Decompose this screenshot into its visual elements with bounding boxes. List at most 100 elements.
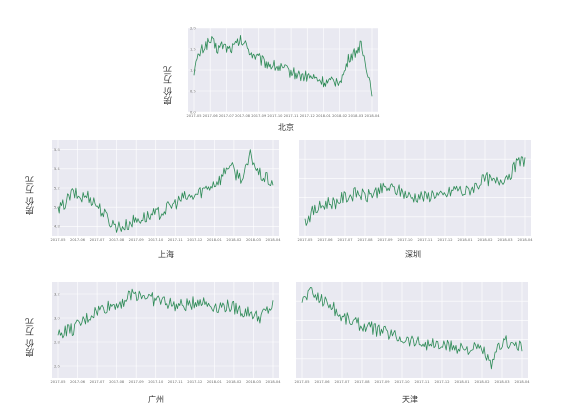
x-tick-label: 2017-07: [90, 238, 105, 242]
x-axis-label: 深圳: [405, 250, 421, 259]
x-tick-label: 2017-06: [70, 238, 86, 242]
y-tick-label: 0.5: [190, 89, 196, 93]
x-tick-label: 2017-11: [168, 238, 183, 242]
x-tick-label: 2018-02: [474, 380, 489, 384]
x-tick-label: 2017-10: [394, 380, 410, 384]
x-tick-label: 2017-10: [267, 114, 283, 118]
x-tick-label: 2017-08: [109, 380, 125, 384]
x-tick-label: 2017-08: [109, 238, 125, 242]
x-tick-label: 2017-12: [187, 380, 202, 384]
x-tick-label: 2018-02: [477, 238, 492, 242]
chart-svg-shenzhen: 2017-05 2017-06 2017-07 2017-08 2017-09 2017-…: [297, 140, 533, 242]
x-tick-label: 2017-09: [374, 380, 390, 384]
x-tick-label: 2017-05: [297, 238, 312, 242]
x-tick-label: 2018-01: [457, 238, 472, 242]
x-tick-label: 2018-02: [226, 380, 241, 384]
chart-panel-tianjin: 2017-05 2017-06 2017-07 2017-08 2017-09 2017-…: [292, 280, 532, 405]
x-tick-label: 2017-06: [317, 238, 333, 242]
chart-panel-guangzhou: 2.6 2.8 3.0 3.2 2017-05 2017-06 2017-07 2017-08…: [26, 280, 283, 405]
x-tick-label: 2017-11: [414, 380, 429, 384]
x-axis-label: 天津: [402, 395, 418, 404]
x-tick-label: 2018-04: [364, 114, 380, 118]
y-tick-label: 4.8: [54, 225, 60, 229]
x-tick-label: 2017-06: [70, 380, 86, 384]
x-tick-label: 2017-12: [187, 238, 202, 242]
x-tick-label: 2018-01: [454, 380, 469, 384]
x-tick-label: 2018-03: [494, 380, 509, 384]
x-tick-label: 2017-07: [334, 380, 349, 384]
x-tick-label: 2018-02: [226, 238, 241, 242]
x-tick-label: 2017-10: [397, 238, 413, 242]
x-tick-label: 2017-06: [203, 114, 219, 118]
y-tick-label: 3.2: [54, 292, 60, 296]
chart-svg-guangzhou: 2.6 2.8 3.0 3.2 2017-05 2017-06 2017-07 2017-08…: [50, 282, 281, 384]
x-tick-label: 2017-11: [417, 238, 432, 242]
y-tick-label: 3.0: [54, 316, 60, 320]
y-axis-label: 房价 万元: [164, 66, 174, 105]
plot-area: [299, 140, 531, 236]
x-tick-label: 2017-06: [314, 380, 330, 384]
x-tick-label: 2017-05: [186, 114, 201, 118]
y-tick-label: 2.0: [190, 26, 196, 30]
x-tick-label: 2017-05: [50, 380, 65, 384]
y-tick-label: 5.6: [54, 148, 60, 152]
x-tick-label: 2018-03: [497, 238, 512, 242]
x-tick-label: 2017-05: [50, 238, 65, 242]
x-tick-label: 2017-12: [300, 114, 315, 118]
x-axis-label: 广州: [148, 395, 164, 404]
x-tick-label: 2018-01: [316, 114, 331, 118]
plot-area: [52, 282, 279, 378]
x-tick-label: 2017-09: [377, 238, 393, 242]
x-tick-label: 2017-07: [337, 238, 352, 242]
x-tick-label: 2018-03: [246, 238, 261, 242]
x-tick-label: 2018-04: [265, 380, 281, 384]
chart-svg-shanghai: 4.8 5.0 5.2 5.4 5.6 2017-05 2017-06 2017-07 2017…: [50, 140, 281, 242]
x-tick-label: 2018-01: [207, 238, 222, 242]
chart-svg-tianjin: 2017-05 2017-06 2017-07 2017-08 2017-09 2017-…: [294, 282, 530, 384]
x-axis-label: 北京: [278, 123, 294, 132]
y-tick-label: 5.0: [54, 206, 60, 210]
series-line: [304, 156, 526, 226]
series-line: [57, 288, 274, 339]
y-axis-label: 房价 万元: [26, 176, 36, 215]
x-tick-label: 2017-09: [129, 380, 145, 384]
x-tick-label: 2017-08: [357, 238, 373, 242]
x-tick-label: 2017-12: [434, 380, 449, 384]
x-tick-label: 2017-10: [148, 380, 164, 384]
y-tick-label: 2.8: [54, 340, 60, 344]
x-tick-label: 2017-10: [148, 238, 164, 242]
y-tick-label: 1.0: [190, 68, 196, 72]
x-tick-label: 2018-04: [265, 238, 281, 242]
x-tick-label: 2018-04: [514, 380, 530, 384]
x-tick-label: 2018-01: [207, 380, 222, 384]
chart-panel-shenzhen: 2017-05 2017-06 2017-07 2017-08 2017-09 2017-…: [295, 138, 535, 259]
x-tick-label: 2017-08: [354, 380, 370, 384]
x-tick-label: 2018-03: [348, 114, 363, 118]
chart-panel-shanghai: 4.8 5.0 5.2 5.4 5.6 2017-05 2017-06 2017-07 2017…: [26, 138, 283, 259]
series-line: [301, 287, 523, 370]
y-tick-label: 5.4: [54, 167, 60, 171]
x-tick-label: 2018-03: [246, 380, 261, 384]
series-line: [193, 34, 373, 97]
y-tick-label: 0.0: [190, 110, 196, 114]
x-tick-label: 2017-12: [437, 238, 452, 242]
x-tick-label: 2017-11: [284, 114, 299, 118]
x-tick-label: 2018-02: [332, 114, 347, 118]
y-tick-label: 5.2: [54, 186, 60, 190]
x-tick-label: 2017-05: [294, 380, 309, 384]
x-tick-label: 2018-04: [517, 238, 533, 242]
x-tick-label: 2017-11: [168, 380, 183, 384]
x-tick-label: 2017-07: [219, 114, 234, 118]
x-tick-label: 2017-09: [129, 238, 145, 242]
y-tick-label: 2.6: [54, 364, 60, 368]
series-line: [57, 149, 274, 233]
x-tick-label: 2017-09: [251, 114, 267, 118]
x-tick-label: 2017-08: [235, 114, 251, 118]
y-tick-label: 1.5: [190, 47, 196, 51]
y-axis-label: 房价 万元: [26, 318, 36, 357]
plot-area: [296, 282, 528, 378]
x-axis-label: 上海: [158, 250, 174, 259]
x-tick-label: 2017-07: [90, 380, 105, 384]
chart-panel-beijing: 0.0 0.5 1.0 1.5 2.0 2017-05 2017-06 2017-07 2017…: [164, 26, 380, 132]
